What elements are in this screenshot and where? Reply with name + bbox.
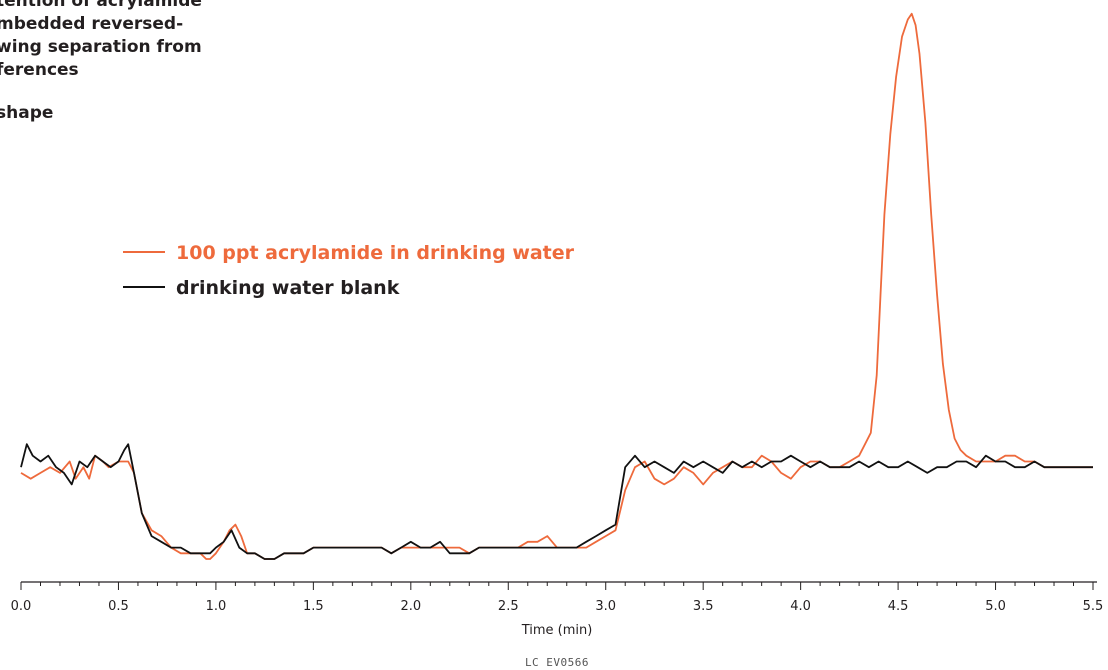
series-line-blank [20,443,1093,560]
callout-line-5: shape [0,103,54,123]
x-tick-label: 0.0 [11,599,32,614]
x-tick-label: 4.0 [790,599,811,614]
x-tick-label: 1.0 [206,599,227,614]
x-tick-label: 0.5 [108,599,129,614]
x-tick-label: 5.5 [1083,599,1104,614]
legend-blank-label: drinking water blank [176,277,400,299]
x-axis-ticks: 0.0 0.5 1.0 1.5 2.0 2.5 3.0 3.5 4.0 4.5 5.0 5.5 [11,582,1104,614]
callout-line-3: wing separation from [0,37,202,57]
x-tick-label: 1.5 [303,599,324,614]
x-tick-label: 5.0 [985,599,1006,614]
legend: 100 ppt acrylamide in drinking water dri… [123,242,575,299]
x-tick-label: 2.5 [498,599,519,614]
legend-sample-label: 100 ppt acrylamide in drinking water [176,242,575,264]
callout-line-1: tention of acrylamide [0,0,202,11]
x-tick-label: 3.0 [595,599,616,614]
figure-code: LC EV0566 [525,656,589,669]
callout-line-2: mbedded reversed- [0,14,184,34]
series-group [20,12,1093,560]
x-tick-label: 2.0 [400,599,421,614]
x-tick-label: 3.5 [693,599,714,614]
callout-line-4: ferences [0,60,79,80]
x-tick-label: 4.5 [888,599,909,614]
x-axis-title: Time (min) [521,623,593,638]
